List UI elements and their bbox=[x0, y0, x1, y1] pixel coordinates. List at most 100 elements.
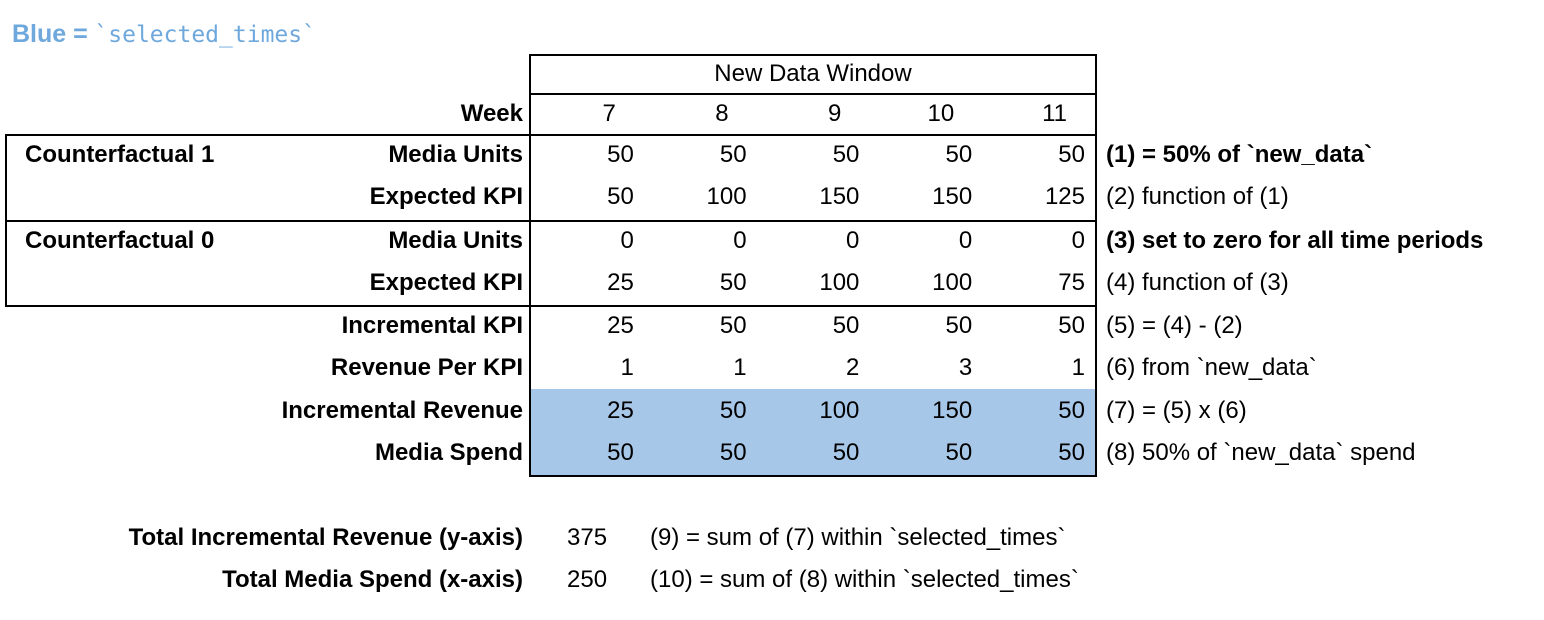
row-label: Incremental KPI bbox=[341, 312, 523, 339]
total-label: Total Media Spend (x-axis) bbox=[222, 566, 523, 593]
selected-times-highlight bbox=[531, 389, 1095, 475]
table-row: Counterfactual 1 Media Units 50 50 50 50… bbox=[0, 134, 1544, 176]
data-cell: 50 bbox=[719, 397, 747, 424]
data-cell: 100 bbox=[819, 397, 860, 424]
week-label: Week bbox=[460, 100, 523, 127]
total-value: 375 bbox=[567, 524, 608, 551]
data-cell: 1 bbox=[733, 354, 747, 381]
data-cell: 100 bbox=[819, 269, 860, 296]
data-cell: 0 bbox=[620, 227, 634, 254]
table-row: Expected KPI 25 50 100 100 75 (4) functi… bbox=[0, 262, 1544, 304]
row-annotation: (6) from `new_data` bbox=[1106, 354, 1317, 381]
total-value: 250 bbox=[567, 566, 608, 593]
data-cell: 100 bbox=[706, 183, 747, 210]
row-annotation: (8) 50% of `new_data` spend bbox=[1106, 439, 1416, 466]
row-annotation: (1) = 50% of `new_data` bbox=[1106, 141, 1373, 168]
data-cell: 50 bbox=[607, 141, 634, 168]
week-cell: 10 bbox=[927, 100, 955, 127]
row-values: 25 50 100 100 75 bbox=[531, 262, 1095, 304]
row-label: Expected KPI bbox=[369, 269, 523, 296]
week-header-row: Week 7 8 9 10 11 bbox=[0, 93, 1544, 134]
border-line bbox=[1095, 54, 1097, 477]
row-annotation: (7) = (5) x (6) bbox=[1106, 397, 1247, 424]
data-cell: 50 bbox=[607, 183, 634, 210]
data-cell: 50 bbox=[945, 312, 973, 339]
week-cell: 9 bbox=[828, 100, 842, 127]
data-cell: 25 bbox=[607, 312, 634, 339]
data-cell: 75 bbox=[1058, 269, 1085, 296]
data-cell: 50 bbox=[945, 439, 973, 466]
table-row-highlighted: Media Spend 50 50 50 50 50 (8) 50% of `n… bbox=[0, 432, 1544, 474]
row-annotation: (2) function of (1) bbox=[1106, 183, 1289, 210]
table-row: Expected KPI 50 100 150 150 125 (2) func… bbox=[0, 176, 1544, 218]
data-cell: 100 bbox=[932, 269, 973, 296]
data-cell: 50 bbox=[719, 312, 747, 339]
data-cell: 150 bbox=[819, 183, 860, 210]
data-cell: 50 bbox=[719, 141, 747, 168]
total-incremental-revenue-row: Total Incremental Revenue (y-axis) 375 (… bbox=[0, 517, 1544, 559]
total-media-spend-row: Total Media Spend (x-axis) 250 (10) = su… bbox=[0, 559, 1544, 601]
data-cell: 150 bbox=[932, 183, 973, 210]
counterfactual-0-label: Counterfactual 0 bbox=[25, 227, 215, 254]
row-values: 0 0 0 0 0 bbox=[531, 220, 1095, 262]
table-row: Counterfactual 0 Media Units 0 0 0 0 0 (… bbox=[0, 220, 1544, 262]
row-label: Revenue Per KPI bbox=[330, 354, 523, 381]
row-values: 50 50 50 50 50 bbox=[531, 432, 1095, 474]
data-cell: 0 bbox=[846, 227, 860, 254]
row-values: 1 1 2 3 1 bbox=[531, 347, 1095, 389]
data-cell: 50 bbox=[719, 269, 747, 296]
data-cell: 50 bbox=[719, 439, 747, 466]
data-cell: 50 bbox=[945, 141, 973, 168]
row-annotation: (5) = (4) - (2) bbox=[1106, 312, 1243, 339]
data-cell: 50 bbox=[1058, 439, 1085, 466]
week-numbers: 7 8 9 10 11 bbox=[531, 93, 1095, 134]
selected-times-code: `selected_times` bbox=[94, 22, 316, 48]
blue-legend-note: Blue = `selected_times` bbox=[12, 16, 316, 52]
total-annotation: (10) = sum of (8) within `selected_times… bbox=[650, 566, 1079, 593]
week-cell: 7 bbox=[602, 100, 616, 127]
blue-legend-prefix: Blue = bbox=[12, 20, 88, 48]
new-data-window-title: New Data Window bbox=[714, 60, 912, 87]
data-cell: 125 bbox=[1044, 183, 1085, 210]
row-label: Media Units bbox=[388, 227, 523, 254]
row-label: Media Units bbox=[388, 141, 523, 168]
data-cell: 50 bbox=[832, 439, 860, 466]
row-annotation: (3) set to zero for all time periods bbox=[1106, 227, 1484, 254]
row-values: 50 50 50 50 50 bbox=[531, 134, 1095, 176]
row-annotation: (4) function of (3) bbox=[1106, 269, 1289, 296]
border-line bbox=[5, 220, 1097, 222]
data-cell: 50 bbox=[1058, 312, 1085, 339]
row-values: 25 50 50 50 50 bbox=[531, 305, 1095, 347]
row-label: Expected KPI bbox=[369, 183, 523, 210]
data-cell: 3 bbox=[958, 354, 973, 381]
data-cell: 50 bbox=[1058, 397, 1085, 424]
row-values: 25 50 100 150 50 bbox=[531, 390, 1095, 432]
data-cell: 50 bbox=[832, 312, 860, 339]
data-cell: 25 bbox=[607, 397, 634, 424]
total-annotation: (9) = sum of (7) within `selected_times` bbox=[650, 524, 1066, 551]
data-cell: 1 bbox=[1071, 354, 1085, 381]
table-row-highlighted: Incremental Revenue 25 50 100 150 50 (7)… bbox=[0, 390, 1544, 432]
table-row: Incremental KPI 25 50 50 50 50 (5) = (4)… bbox=[0, 305, 1544, 347]
row-values: 50 100 150 150 125 bbox=[531, 176, 1095, 218]
counterfactual-1-label: Counterfactual 1 bbox=[25, 141, 215, 168]
border-line bbox=[529, 93, 1097, 95]
data-cell: 50 bbox=[607, 439, 634, 466]
total-label: Total Incremental Revenue (y-axis) bbox=[128, 524, 523, 551]
week-cell: 11 bbox=[1042, 100, 1067, 127]
data-cell: 0 bbox=[958, 227, 973, 254]
data-cell: 25 bbox=[607, 269, 634, 296]
data-cell: 50 bbox=[1058, 141, 1085, 168]
data-cell: 1 bbox=[620, 354, 634, 381]
data-cell: 0 bbox=[1071, 227, 1085, 254]
border-line bbox=[529, 54, 1097, 56]
row-label: Incremental Revenue bbox=[281, 397, 523, 424]
week-cell: 8 bbox=[715, 100, 729, 127]
border-line bbox=[5, 134, 1097, 136]
border-line bbox=[5, 134, 7, 305]
border-line bbox=[529, 54, 531, 477]
border-line bbox=[5, 305, 1097, 307]
data-cell: 150 bbox=[932, 397, 973, 424]
table-row: Revenue Per KPI 1 1 2 3 1 (6) from `new_… bbox=[0, 347, 1544, 389]
